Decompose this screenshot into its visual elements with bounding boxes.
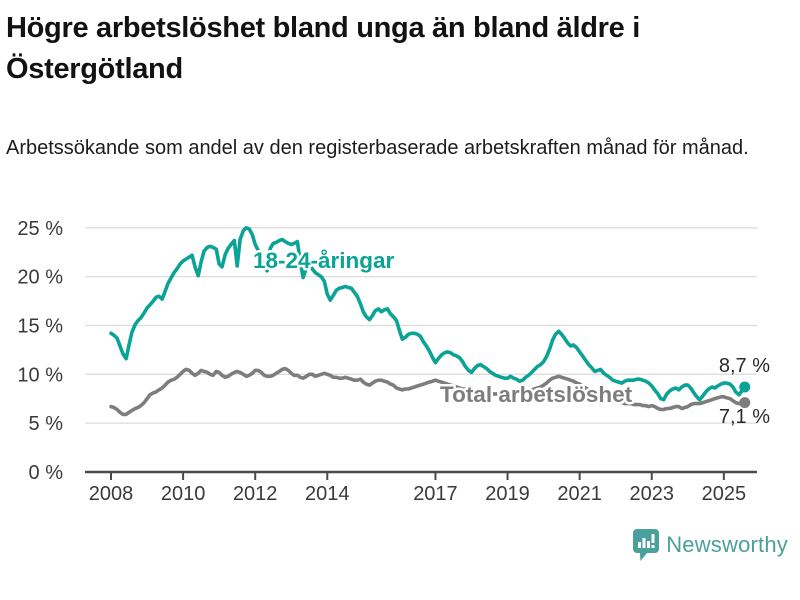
- newsworthy-logo[interactable]: Newsworthy: [633, 529, 788, 562]
- y-tick-label: 5 %: [29, 414, 64, 436]
- end-value-young: 8,7 %: [719, 355, 770, 377]
- end-value-total: 7,1 %: [719, 406, 770, 428]
- y-tick-label: 25 %: [17, 218, 63, 240]
- xaxis-group: 2008 2010 2012 2014 2017 2019 2021 2023 2025: [89, 473, 746, 505]
- end-dot-total: [739, 397, 751, 409]
- footer: Newsworthy: [0, 525, 800, 565]
- x-tick-label: 2021: [557, 483, 602, 505]
- chart-header: Högre arbetslöshet bland unga än bland ä…: [0, 0, 800, 163]
- x-tick-label: 2023: [630, 483, 675, 505]
- newsworthy-logo-icon: [633, 529, 660, 562]
- page-subtitle: Arbetssökande som andel av den registerb…: [6, 137, 749, 160]
- x-tick-label: 2017: [413, 483, 458, 505]
- x-tick-label: 2012: [233, 483, 278, 505]
- line-chart: 0 % 5 % 10 % 15 % 20 % 25 % 2008 2010 2012 2014 2…: [0, 205, 800, 525]
- series-line-total: [109, 367, 747, 417]
- y-tick-label: 10 %: [17, 365, 63, 387]
- x-tick-label: 2025: [702, 483, 747, 505]
- x-tick-label: 2014: [305, 483, 350, 505]
- end-dot-young: [739, 381, 751, 393]
- y-tick-label: 0 %: [29, 462, 64, 484]
- y-tick-label: 15 %: [17, 316, 63, 338]
- y-tick-label: 20 %: [17, 267, 63, 289]
- x-tick-label: 2019: [485, 483, 530, 505]
- x-tick-label: 2010: [161, 483, 206, 505]
- x-tick-label: 2008: [89, 483, 134, 505]
- series-label-total: Total arbetslöshet: [440, 382, 633, 407]
- series-line-young: [109, 226, 747, 402]
- series-label-young: 18-24-åringar: [253, 248, 395, 273]
- newsworthy-logo-text: Newsworthy: [666, 532, 788, 558]
- chart-canvas: 0 %5 %10 %15 %20 %25 % 2008 2010 2012 2014 2…: [17, 218, 770, 505]
- page-title: Högre arbetslöshet bland unga än bland ä…: [6, 12, 640, 86]
